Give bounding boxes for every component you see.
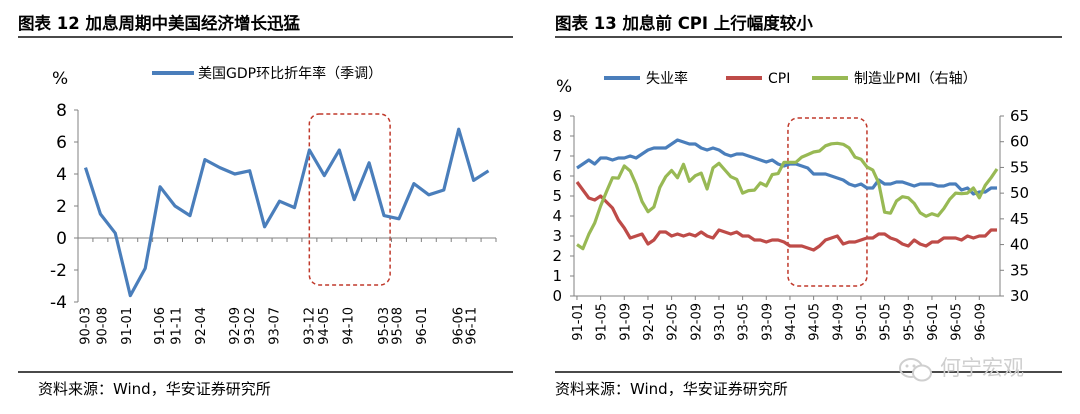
- wechat-bubble-icon: [898, 356, 934, 388]
- gdp-y-tick-label: -2: [50, 261, 67, 281]
- gdp-x-tick-label: 92-09: [228, 307, 243, 345]
- gdp-y-tick-label: 4: [56, 165, 67, 185]
- cpi-y2-tick-label: 40: [1010, 236, 1029, 254]
- gdp-y-tick-label: 6: [56, 133, 67, 153]
- gdp-x-tick-label: 91-01: [120, 307, 135, 345]
- cpi-legend-label: 失业率: [646, 70, 688, 87]
- cpi-y2-tick-label: 45: [1010, 210, 1029, 228]
- gdp-x-tick-label: 93-07: [268, 307, 283, 345]
- gdp-x-tick-label: 94-05: [317, 307, 332, 345]
- gdp-chart: -4 -2 0 2 4 6 8% 90-03 90-08 91-01 91-06 91-11 92-04…: [50, 65, 497, 345]
- right-source-note: 资料来源：Wind，华安证券研究所: [555, 380, 788, 398]
- watermark-text: 何宁宏观: [940, 356, 1024, 380]
- cpi-y-tick-label: 0: [552, 287, 562, 305]
- cpi-y2-tick-label: 55: [1010, 158, 1029, 176]
- gdp-x-tick-label: 92-04: [194, 307, 209, 345]
- cpi-y2-tick-label: 30: [1010, 287, 1029, 305]
- gdp-x-tick-label: 95-03: [377, 307, 392, 345]
- cpi-legend-label: 制造业PMI（右轴）: [854, 71, 977, 87]
- cpi-y-unit: %: [556, 77, 572, 97]
- left-source-note: 资料来源：Wind，华安证券研究所: [38, 380, 271, 398]
- cpi-x-tick-label: 95-01: [855, 303, 870, 341]
- gdp-series-line: [83, 127, 490, 298]
- cpi-y-tick-label: 9: [552, 107, 562, 125]
- gdp-x-tick-label: 96-06: [452, 307, 467, 345]
- cpi-y-tick-label: 2: [552, 247, 562, 265]
- cpi-legend-label: CPI: [768, 71, 790, 87]
- gdp-x-tick-label: 95-08: [391, 307, 406, 345]
- cpi-y2-tick-label: 65: [1010, 107, 1029, 125]
- right-title-rule: [555, 36, 1062, 38]
- gdp-x-tick-label: 91-11: [169, 307, 184, 345]
- cpi-series-line-2: [575, 181, 997, 252]
- left-chart-title: 图表 12 加息周期中美国经济增长迅猛: [18, 14, 300, 33]
- gdp-x-tick-label: 90-08: [96, 307, 111, 345]
- cpi-x-tick-label: 94-09: [831, 303, 846, 341]
- cpi-y2-tick-label: 35: [1010, 261, 1029, 279]
- cpi-y2-tick-label: 60: [1010, 133, 1029, 151]
- cpi-y-tick-label: 5: [552, 187, 562, 205]
- cpi-y-tick-label: 8: [552, 127, 562, 145]
- cpi-y-tick-label: 3: [552, 227, 562, 245]
- cpi-x-tick-label: 92-05: [666, 303, 681, 341]
- cpi-x-tick-label: 91-01: [571, 303, 586, 341]
- cpi-x-tick-label: 96-05: [950, 303, 965, 341]
- right-bottom-rule: [555, 371, 1062, 373]
- gdp-y-tick-label: 8: [56, 101, 67, 121]
- cpi-y-tick-label: 6: [552, 167, 562, 185]
- gdp-legend-label: 美国GDP环比折年率（季调）: [198, 65, 382, 82]
- cpi-x-tick-label: 93-01: [713, 303, 728, 341]
- cpi-x-tick-label: 93-05: [737, 303, 752, 341]
- left-title-rule: [18, 36, 513, 38]
- cpi-x-tick-label: 94-01: [784, 303, 799, 341]
- cpi-x-tick-label: 95-05: [879, 303, 894, 341]
- gdp-y-unit: %: [52, 69, 68, 89]
- cpi-x-tick-label: 94-05: [808, 303, 823, 341]
- cpi-x-tick-label: 92-09: [689, 303, 704, 341]
- gdp-x-tick-label: 93-12: [302, 307, 317, 345]
- right-chart-title: 图表 13 加息前 CPI 上行幅度较小: [555, 14, 813, 33]
- cpi-x-tick-label: 93-09: [760, 303, 775, 341]
- cpi-y-tick-label: 4: [552, 207, 562, 225]
- gdp-y-tick-label: 2: [56, 197, 67, 217]
- gdp-x-tick-label: 96-01: [415, 307, 430, 345]
- cpi-x-tick-label: 91-09: [618, 303, 633, 341]
- gdp-y-tick-label: -4: [50, 293, 67, 313]
- cpi-y2-tick-label: 50: [1010, 184, 1029, 202]
- cpi-x-tick-label: 92-01: [642, 303, 657, 341]
- gdp-y-tick-label: 0: [56, 229, 67, 249]
- cpi-x-tick-label: 96-09: [973, 303, 988, 341]
- left-bottom-rule: [18, 371, 513, 373]
- gdp-x-tick-label: 94-10: [341, 307, 356, 345]
- cpi-y-tick-label: 1: [552, 267, 562, 285]
- cpi-highlight-box: [787, 117, 868, 287]
- cpi-x-tick-label: 96-01: [926, 303, 941, 341]
- cpi-y-tick-label: 7: [552, 147, 562, 165]
- gdp-x-tick-label: 90-03: [78, 307, 93, 345]
- gdp-highlight-box: [308, 113, 391, 286]
- gdp-x-tick-label: 93-02: [243, 307, 258, 345]
- gdp-x-tick-label: 91-06: [153, 307, 168, 345]
- cpi-x-tick-label: 91-05: [595, 303, 610, 341]
- gdp-x-tick-label: 96-11: [464, 307, 479, 345]
- cpi-x-tick-label: 95-09: [902, 303, 917, 341]
- cpi-series-line-1: [576, 138, 997, 196]
- cpi-series-line-3: [576, 141, 999, 251]
